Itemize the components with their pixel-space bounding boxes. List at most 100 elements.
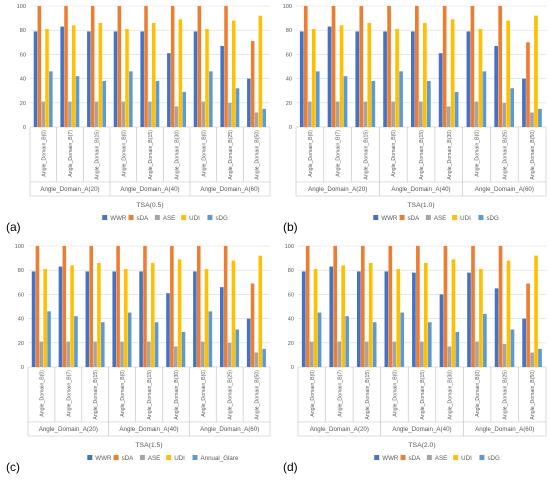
bar-annual-glare: [47, 311, 51, 367]
bar-sdg: [400, 312, 405, 367]
legend-label: Annual_Glare: [201, 455, 239, 462]
y-tick-label: 0: [289, 125, 292, 131]
bar-wwr: [466, 31, 471, 127]
bar-udi: [43, 268, 47, 367]
legend-swatch: [128, 215, 134, 220]
bar-udi: [204, 268, 209, 367]
bar-ase: [364, 341, 369, 367]
bar-udi: [450, 19, 455, 128]
bar-udi: [479, 268, 483, 367]
bar-udi: [45, 28, 49, 128]
category-label: Angle_Domain_B(25): [228, 130, 234, 180]
legend-swatch: [181, 215, 187, 220]
bar-ase: [147, 341, 151, 367]
bar-wwr: [33, 31, 38, 127]
bar-sda: [526, 42, 530, 127]
chart-title: TSA(1.0): [407, 202, 434, 209]
legend-label: sDG: [487, 455, 500, 462]
bar-sda: [333, 246, 338, 367]
bar-sda: [470, 6, 475, 127]
bar-sdg: [483, 313, 487, 367]
bar-wwr: [113, 31, 118, 127]
bar-sdg: [372, 322, 377, 367]
bar-ase: [201, 101, 205, 127]
group-label: Angle_Domain_A(20): [39, 426, 98, 433]
bar-sdg: [345, 316, 349, 367]
legend-label: WWR: [95, 455, 112, 462]
y-tick-label: 60: [286, 52, 292, 58]
category-label: Angle_Domain_B(0): [41, 130, 47, 177]
legend-label: sDA: [137, 215, 150, 222]
bar-udi: [534, 15, 538, 127]
bar-udi: [534, 255, 538, 367]
legend-label: UDI: [461, 455, 472, 462]
legend-swatch: [425, 215, 431, 220]
legend-swatch: [478, 215, 484, 220]
bar-sda: [305, 246, 310, 367]
panel-label: (a): [6, 220, 21, 234]
bar-ase: [228, 102, 232, 127]
legend-label: sDG: [215, 215, 228, 222]
bar-wwr: [139, 271, 143, 367]
y-tick-label: 100: [17, 4, 26, 10]
bar-udi: [478, 28, 483, 128]
bar-sdg: [482, 71, 487, 127]
bar-ase: [363, 101, 368, 127]
bar-sdg: [209, 71, 213, 127]
bar-wwr: [246, 318, 251, 367]
chart-title: TSA(0.5): [136, 202, 163, 209]
bar-ase: [530, 112, 534, 127]
legend-swatch: [426, 455, 432, 460]
bar-wwr: [355, 31, 360, 127]
legend-swatch: [192, 455, 198, 460]
bar-udi: [311, 28, 316, 128]
bar-wwr: [31, 271, 36, 367]
bar-udi: [258, 255, 263, 367]
category-label: Angle_Domain_B(15): [419, 130, 425, 180]
bar-wwr: [522, 78, 526, 127]
category-label: Angle_Domain_B(30): [175, 130, 181, 180]
bar-wwr: [329, 266, 334, 367]
bar-ase: [39, 341, 44, 367]
bar-udi: [258, 15, 263, 127]
legend-label: ASE: [148, 455, 160, 462]
panel-label: (b): [283, 220, 298, 234]
bar-udi: [451, 259, 456, 367]
bar-udi: [395, 28, 399, 128]
bar-wwr: [60, 26, 64, 127]
bar-ase: [94, 101, 99, 127]
bar-udi: [205, 28, 209, 128]
bar-annual-glare: [154, 322, 159, 367]
bar-sdg: [129, 71, 133, 127]
group-label: Angle_Domain_A(40): [391, 186, 450, 193]
panel-label: (c): [6, 460, 20, 474]
bar-ase: [392, 341, 397, 367]
bar-annual-glare: [262, 348, 266, 367]
bar-udi: [178, 19, 183, 128]
legend-swatch: [154, 215, 160, 220]
legend-label: ASE: [435, 455, 447, 462]
bar-sda: [224, 6, 228, 127]
bar-wwr: [299, 31, 304, 127]
y-tick-label: 0: [23, 125, 26, 131]
category-label: Angle_Domain_B(15): [148, 130, 154, 180]
bar-wwr: [58, 266, 63, 367]
bar-sda: [90, 6, 95, 127]
bar-udi: [423, 262, 428, 367]
bar-sda: [35, 246, 40, 367]
chart-panel: 0 20 40 60 80 100 Angle_Domain_A(20) Angle_Doma…: [6, 4, 271, 234]
chart-title: TSA(2.0): [408, 442, 435, 449]
bar-sdg: [510, 88, 515, 127]
group-label: Angle_Domain_A(20): [308, 186, 367, 193]
bar-ase: [530, 352, 534, 367]
y-tick-label: 100: [285, 244, 294, 250]
bar-wwr: [220, 45, 224, 127]
bar-sda: [443, 246, 448, 367]
bar-sdg: [538, 108, 542, 127]
bar-sda: [388, 246, 393, 367]
bar-sdg: [182, 91, 186, 127]
bar-wwr: [494, 288, 499, 367]
bar-wwr: [327, 26, 332, 127]
bar-udi: [151, 22, 156, 127]
legend-swatch: [102, 215, 108, 220]
